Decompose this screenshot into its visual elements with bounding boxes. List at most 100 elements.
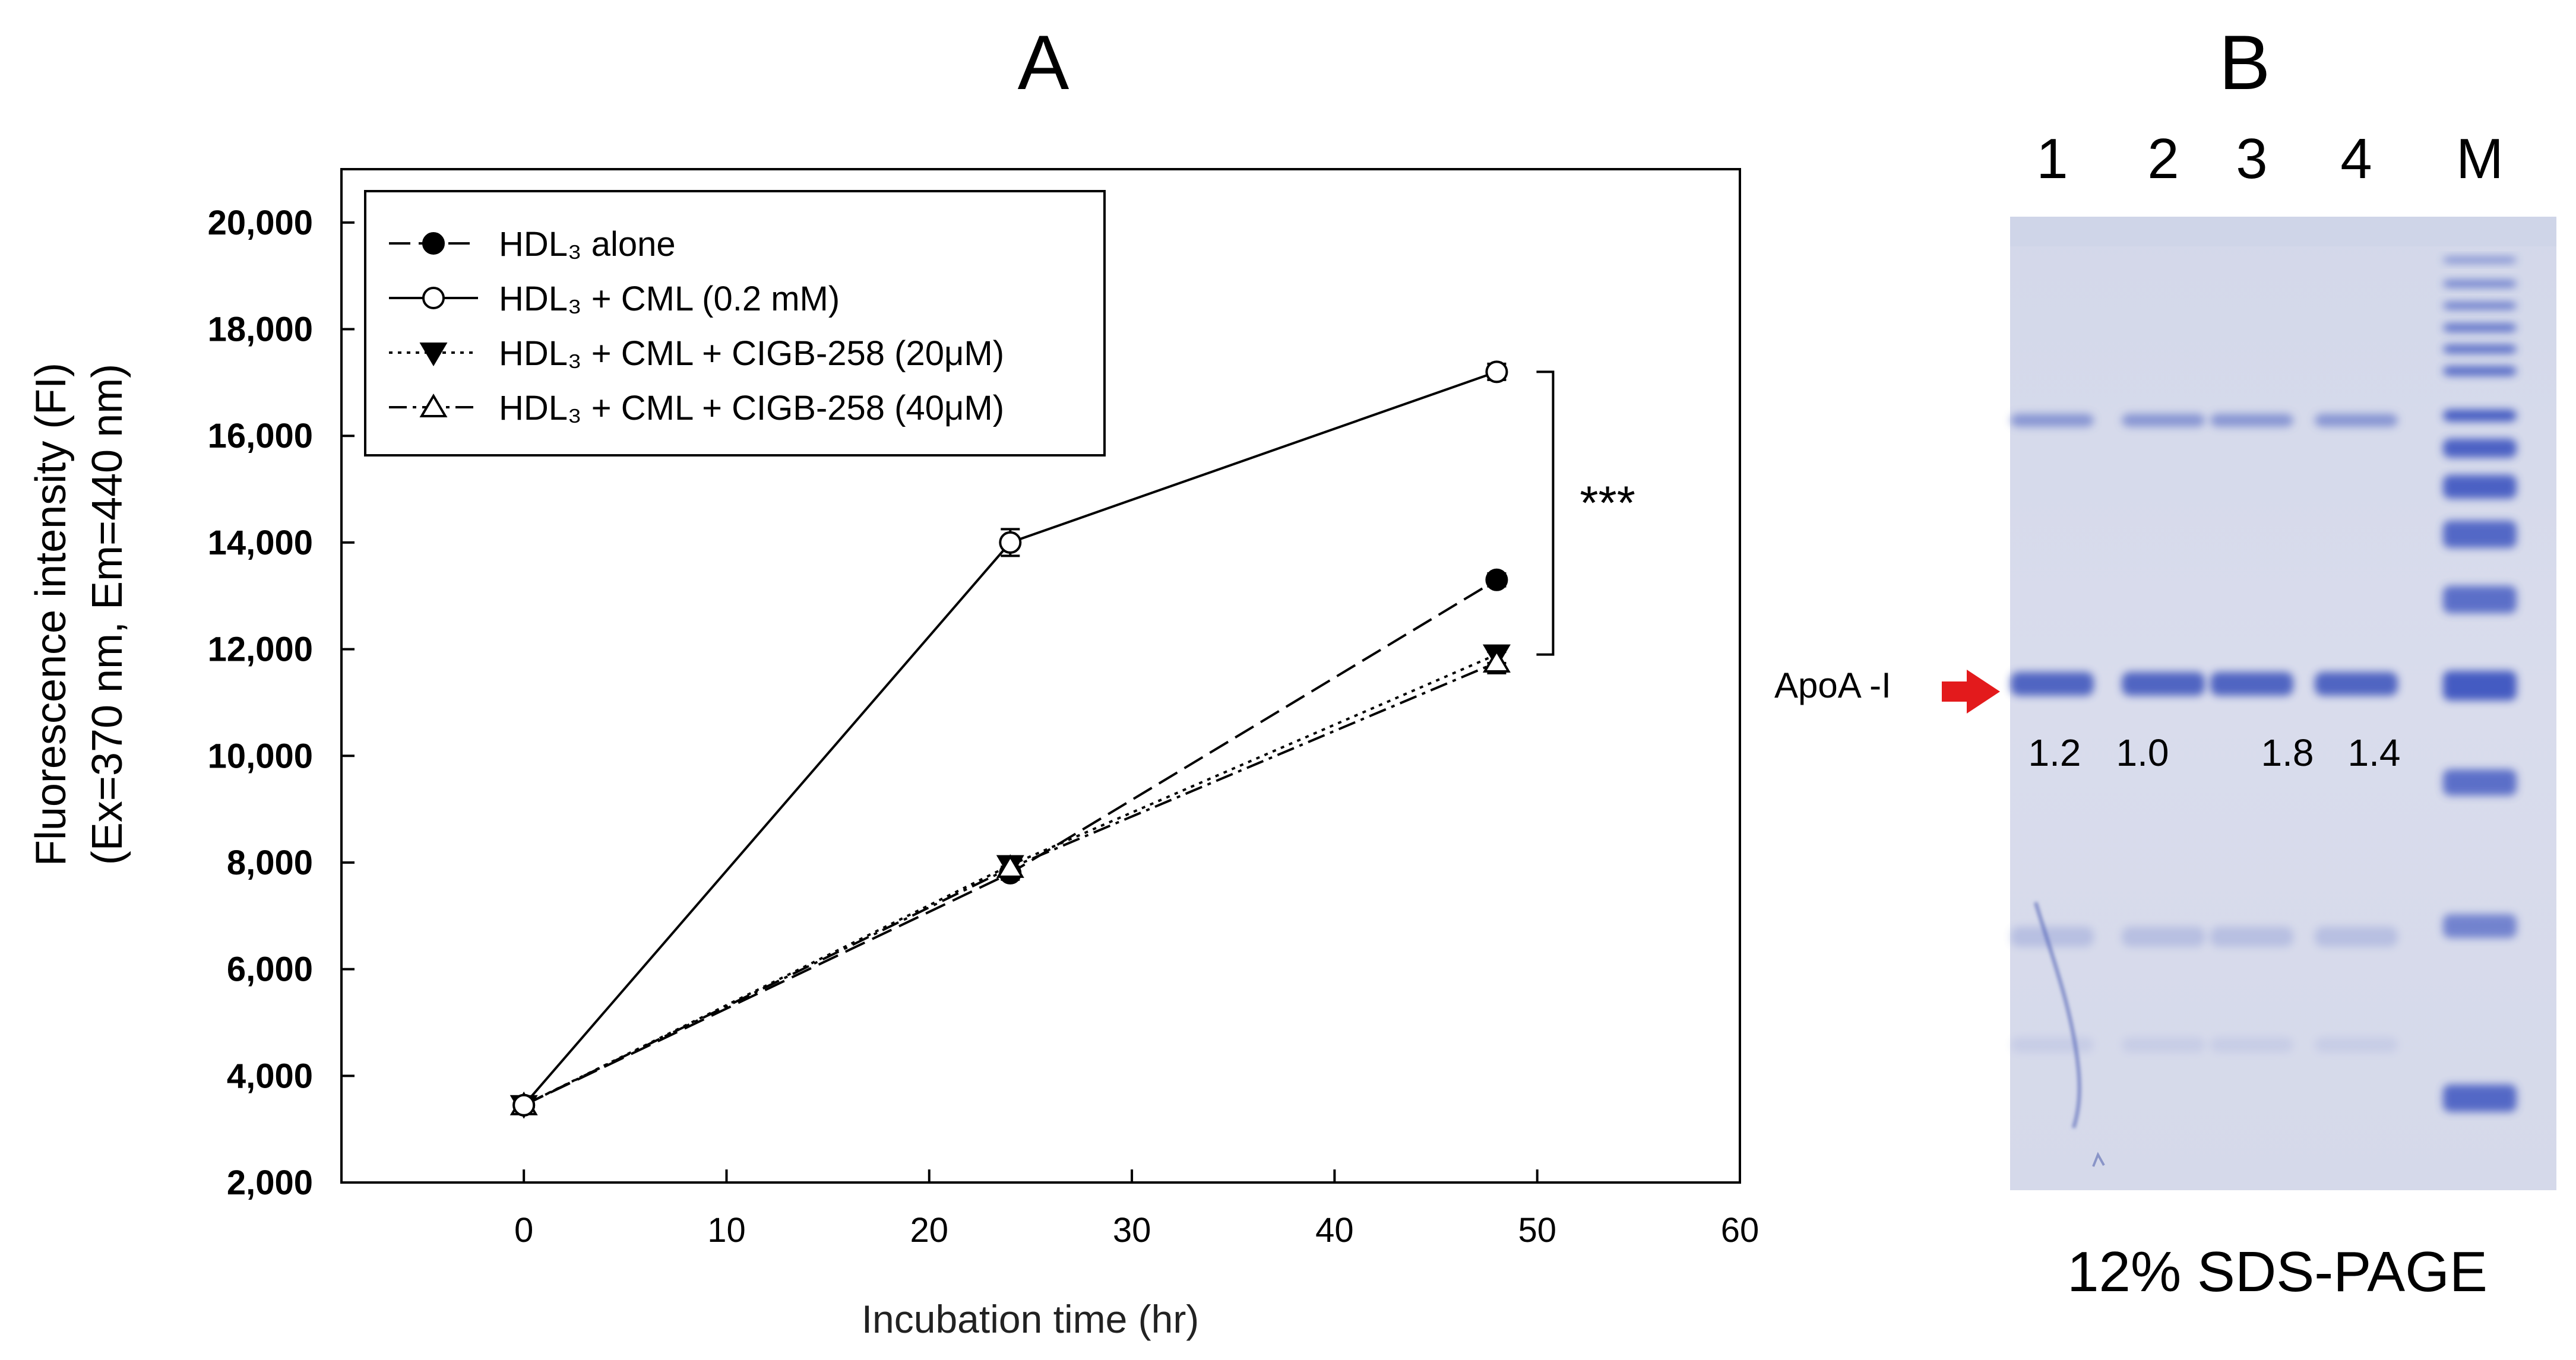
lane-label: 2 [2147, 127, 2179, 191]
y-tick-label: 16,000 [208, 417, 313, 455]
gel-band [2210, 414, 2293, 427]
x-tick-label: 0 [514, 1211, 533, 1250]
gel-band [2210, 1037, 2293, 1053]
ratio-label: 1.2 [2028, 731, 2081, 774]
series-line [523, 579, 1498, 1107]
y-axis-title-line2: (Ex=370 nm, Em=440 nm) [84, 364, 131, 865]
y-tick-label: 10,000 [208, 737, 313, 775]
data-point [512, 1093, 536, 1117]
legend-label: HDL₃ alone [499, 225, 676, 264]
apoa1-arrow [1942, 670, 2000, 714]
gel-band [2011, 1037, 2094, 1053]
lane-label: 1 [2036, 127, 2068, 191]
x-tick-label: 10 [707, 1211, 746, 1250]
lane-label: 3 [2236, 127, 2267, 191]
gel-band [2011, 672, 2094, 696]
gel-band [2210, 672, 2293, 696]
ladder-band [2443, 366, 2517, 376]
apoa1-band-label: ApoA -I [1774, 665, 1891, 705]
gel-band [2011, 414, 2094, 427]
data-point [1485, 568, 1508, 591]
ratio-label: 1.4 [2348, 731, 2401, 774]
lane-label: M [2456, 127, 2504, 191]
marker-ladder [2443, 257, 2517, 1112]
data-point [999, 531, 1022, 554]
data-point [1485, 360, 1508, 383]
legend-marker [419, 394, 448, 417]
lane-label: 4 [2340, 127, 2372, 191]
x-tick-label: 40 [1315, 1211, 1354, 1250]
y-axis: 2,000 4,000 6,000 8,000 10,000 12,000 14,000 16… [208, 204, 355, 1202]
ladder-band [2443, 769, 2517, 795]
legend-marker [422, 287, 445, 309]
panel-a-label: A [1018, 19, 1069, 106]
ladder-band [2443, 302, 2517, 309]
series-1 [512, 568, 1508, 1117]
ladder-band [2443, 671, 2517, 700]
y-tick-label: 6,000 [227, 950, 313, 989]
y-tick-label: 18,000 [208, 310, 313, 349]
y-tick-label: 20,000 [208, 204, 313, 242]
gel-band [2122, 414, 2205, 427]
ladder-band [2443, 1085, 2517, 1112]
legend-marker [419, 343, 448, 366]
gel-band [2210, 927, 2293, 947]
ratio-label: 1.0 [2116, 731, 2169, 774]
x-tick-label: 30 [1113, 1211, 1151, 1250]
y-tick-label: 8,000 [227, 844, 313, 882]
gel-top-edge [2010, 217, 2556, 246]
x-axis-title: Incubation time (hr) [862, 1297, 1200, 1341]
legend-item-1: HDL₃ alone [389, 225, 676, 264]
series-layer [509, 360, 1511, 1119]
gel-bands [2011, 414, 2398, 1053]
plot-frame [340, 168, 1741, 1184]
y-tick-label: 4,000 [227, 1057, 313, 1095]
ladder-band [2443, 324, 2517, 332]
gel-image [2010, 217, 2556, 1190]
arrow-shaft [1942, 681, 1969, 702]
ratio-labels: 1.2 1.0 1.8 1.4 [2028, 731, 2401, 774]
data-point [1482, 649, 1511, 673]
ladder-band [2443, 521, 2517, 548]
legend-items: HDL₃ alone HDL₃ + CML (0.2 mM) HDL₃ + CML … [389, 225, 1004, 427]
ladder-band [2443, 914, 2517, 938]
significance-bracket: *** [1536, 370, 1635, 656]
gel-band [2122, 1037, 2205, 1053]
gel-band [2315, 672, 2398, 696]
gel-band [2122, 927, 2205, 947]
gel-band [2315, 1037, 2398, 1053]
ladder-band [2443, 439, 2517, 458]
gel-caption: 12% SDS-PAGE [2067, 1240, 2488, 1304]
ratio-label: 1.8 [2261, 731, 2314, 774]
legend-label: HDL₃ + CML + CIGB-258 (40μM) [499, 389, 1004, 427]
legend-item-3: HDL₃ + CML + CIGB-258 (20μM) [389, 334, 1004, 373]
ladder-band [2443, 475, 2517, 499]
ladder-band [2443, 345, 2517, 353]
x-axis: 0 10 20 30 40 50 60 [514, 1169, 1759, 1250]
arrow-head [1967, 670, 2000, 714]
x-tick-label: 60 [1721, 1211, 1759, 1250]
y-tick-label: 12,000 [208, 630, 313, 669]
y-tick-label: 14,000 [208, 524, 313, 562]
ladder-band [2443, 586, 2517, 613]
gel-band [2011, 927, 2094, 947]
ladder-band [2443, 410, 2517, 421]
gel-band [2315, 927, 2398, 947]
series-line [523, 370, 1498, 1107]
y-axis-title: Fluorescence intensity (FI) (Ex=370 nm, … [27, 363, 131, 866]
gel-speck [2092, 1152, 2105, 1167]
panel-b-label: B [2219, 19, 2271, 106]
legend-label: HDL₃ + CML + CIGB-258 (20μM) [499, 334, 1004, 373]
significance-label: *** [1580, 476, 1635, 529]
y-axis-title-line1: Fluorescence intensity (FI) [27, 363, 75, 866]
data-point [996, 854, 1024, 878]
panel-a: A 2,000 4,000 6,000 8,000 10,000 12,000 14,000… [27, 19, 1759, 1341]
legend-box [364, 190, 1106, 456]
ladder-band [2443, 280, 2517, 287]
legend-item-4: HDL₃ + CML + CIGB-258 (40μM) [389, 389, 1004, 427]
legend-marker [422, 232, 445, 255]
legend-label: HDL₃ + CML (0.2 mM) [499, 280, 840, 318]
